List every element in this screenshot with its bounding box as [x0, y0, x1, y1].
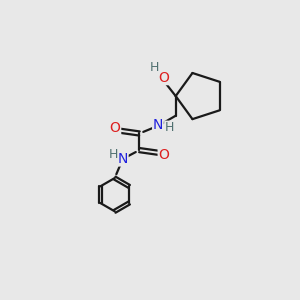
Text: N: N: [153, 118, 163, 132]
Text: H: H: [149, 61, 159, 74]
Text: O: O: [110, 122, 121, 135]
Text: O: O: [158, 148, 169, 162]
Text: O: O: [159, 70, 170, 85]
Text: H: H: [165, 121, 174, 134]
Text: N: N: [118, 152, 128, 166]
Text: H: H: [108, 148, 118, 161]
